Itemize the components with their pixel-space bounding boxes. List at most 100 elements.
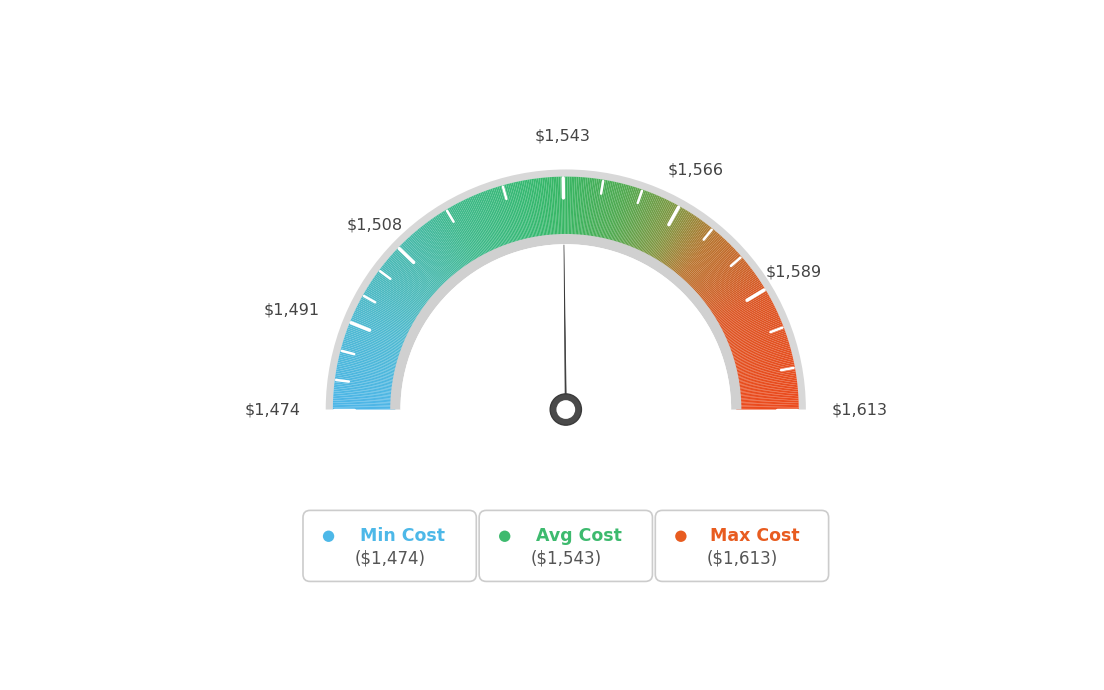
Wedge shape <box>728 334 787 355</box>
Wedge shape <box>583 178 592 240</box>
Wedge shape <box>427 221 466 273</box>
Wedge shape <box>602 181 617 243</box>
Wedge shape <box>719 307 776 336</box>
Wedge shape <box>426 222 465 273</box>
Wedge shape <box>349 322 407 347</box>
Wedge shape <box>574 177 578 239</box>
Circle shape <box>676 531 687 542</box>
Wedge shape <box>513 182 529 244</box>
Wedge shape <box>694 257 743 299</box>
Wedge shape <box>439 213 475 266</box>
Wedge shape <box>736 408 799 410</box>
Wedge shape <box>464 199 492 257</box>
Wedge shape <box>688 246 733 291</box>
Wedge shape <box>718 302 774 332</box>
Wedge shape <box>618 188 639 248</box>
Wedge shape <box>550 177 555 239</box>
Wedge shape <box>338 360 400 375</box>
Wedge shape <box>347 329 406 352</box>
Wedge shape <box>669 224 709 275</box>
Wedge shape <box>352 315 410 342</box>
Wedge shape <box>370 282 423 317</box>
Wedge shape <box>407 237 452 284</box>
Wedge shape <box>640 200 670 257</box>
Wedge shape <box>336 371 397 383</box>
Wedge shape <box>707 279 760 315</box>
Wedge shape <box>510 183 526 244</box>
Wedge shape <box>519 181 532 243</box>
Wedge shape <box>596 180 609 242</box>
Wedge shape <box>332 404 395 407</box>
Wedge shape <box>344 334 404 355</box>
Wedge shape <box>689 248 735 293</box>
Wedge shape <box>599 181 613 243</box>
Wedge shape <box>701 267 751 306</box>
Wedge shape <box>730 346 790 364</box>
Wedge shape <box>666 221 704 273</box>
Wedge shape <box>696 258 744 300</box>
Wedge shape <box>673 229 714 278</box>
Wedge shape <box>362 296 417 328</box>
Wedge shape <box>400 245 445 290</box>
Wedge shape <box>381 267 431 306</box>
Wedge shape <box>682 239 726 286</box>
Wedge shape <box>379 270 429 308</box>
Wedge shape <box>531 179 542 241</box>
Wedge shape <box>591 179 603 242</box>
Wedge shape <box>625 191 648 250</box>
Wedge shape <box>490 188 512 248</box>
Wedge shape <box>735 384 797 392</box>
Wedge shape <box>678 234 720 282</box>
Text: $1,474: $1,474 <box>244 402 300 417</box>
Wedge shape <box>665 220 703 272</box>
Wedge shape <box>333 393 395 399</box>
Wedge shape <box>375 274 427 311</box>
Wedge shape <box>561 177 563 239</box>
Wedge shape <box>692 253 740 296</box>
Wedge shape <box>374 275 426 313</box>
Wedge shape <box>380 268 431 307</box>
Wedge shape <box>612 186 630 246</box>
Wedge shape <box>333 395 395 400</box>
Wedge shape <box>649 206 681 262</box>
Wedge shape <box>724 322 783 347</box>
Wedge shape <box>619 188 641 248</box>
Wedge shape <box>680 237 724 284</box>
Wedge shape <box>683 241 728 287</box>
Wedge shape <box>352 314 411 341</box>
Wedge shape <box>735 380 797 389</box>
Wedge shape <box>457 203 487 259</box>
Wedge shape <box>733 366 795 379</box>
Wedge shape <box>551 177 556 239</box>
Wedge shape <box>627 193 651 251</box>
Wedge shape <box>555 177 559 239</box>
Wedge shape <box>587 179 597 241</box>
Wedge shape <box>502 185 521 246</box>
Wedge shape <box>734 371 796 383</box>
Wedge shape <box>333 402 395 406</box>
Wedge shape <box>537 178 545 240</box>
FancyBboxPatch shape <box>656 511 829 582</box>
Wedge shape <box>406 239 450 285</box>
Wedge shape <box>733 362 794 376</box>
Wedge shape <box>735 391 798 397</box>
Wedge shape <box>385 261 435 302</box>
Wedge shape <box>396 248 443 293</box>
Wedge shape <box>326 170 806 410</box>
Wedge shape <box>705 275 757 313</box>
Wedge shape <box>650 207 682 262</box>
Wedge shape <box>485 190 508 250</box>
Wedge shape <box>708 280 761 316</box>
Wedge shape <box>732 359 794 374</box>
Wedge shape <box>564 177 565 239</box>
Wedge shape <box>335 377 397 387</box>
Wedge shape <box>643 201 671 257</box>
Wedge shape <box>726 331 786 353</box>
Wedge shape <box>333 388 396 395</box>
Wedge shape <box>715 297 771 328</box>
Wedge shape <box>690 250 736 294</box>
Wedge shape <box>672 228 713 277</box>
Wedge shape <box>368 286 421 320</box>
Polygon shape <box>562 245 570 410</box>
Wedge shape <box>343 339 403 359</box>
